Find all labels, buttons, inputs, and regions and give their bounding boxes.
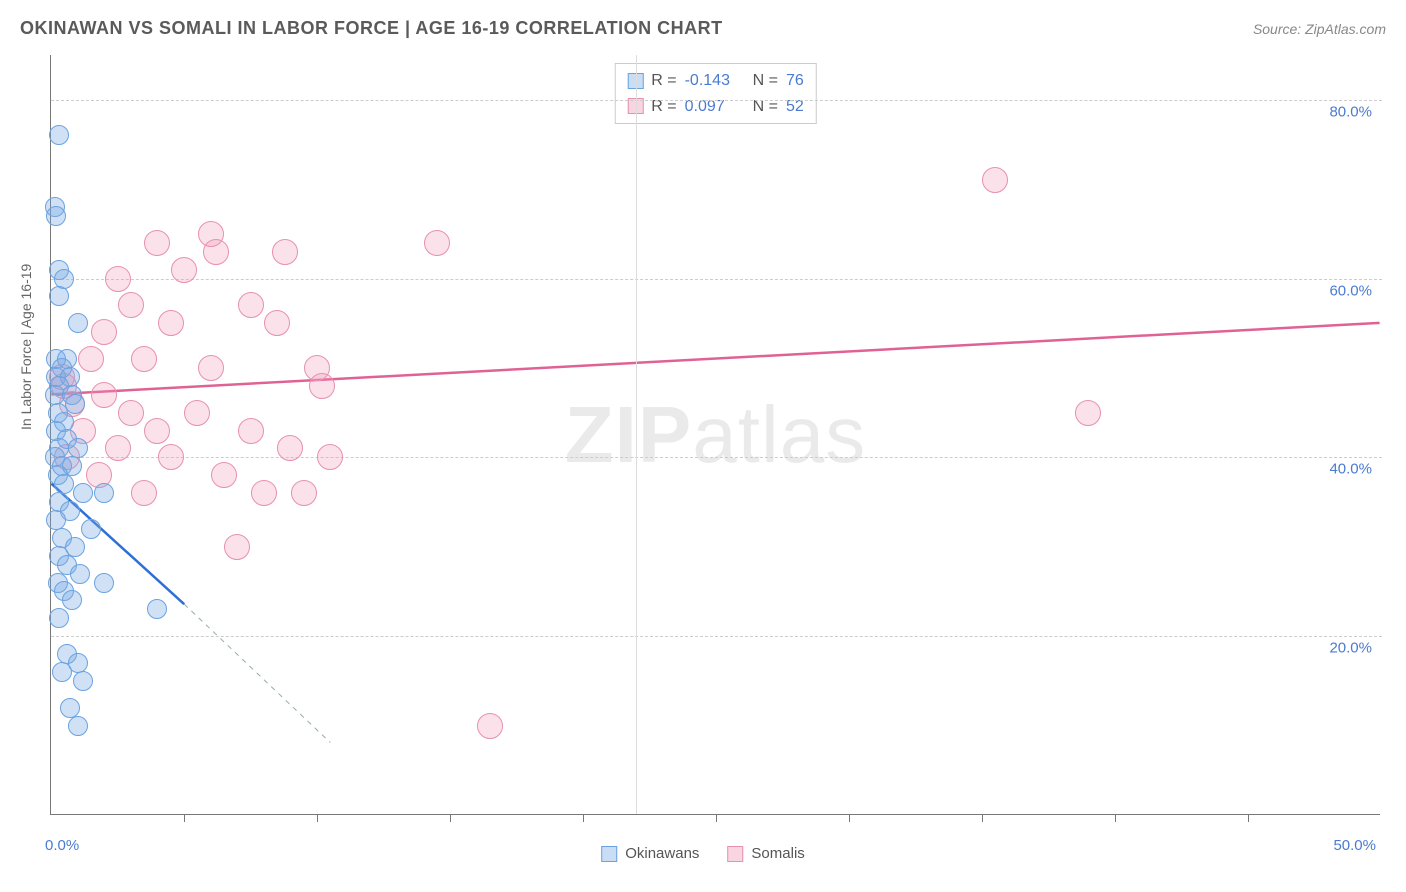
data-point — [277, 435, 303, 461]
data-point — [131, 480, 157, 506]
data-point — [68, 716, 88, 736]
source-label: Source: ZipAtlas.com — [1253, 21, 1386, 37]
chart-plot-area: ZIPatlas R = -0.143 N = 76 R = 0.097 N =… — [50, 55, 1380, 815]
data-point — [291, 480, 317, 506]
x-tick — [982, 814, 983, 822]
data-point — [105, 435, 131, 461]
data-point — [272, 239, 298, 265]
data-point — [144, 230, 170, 256]
x-tick — [849, 814, 850, 822]
data-point — [317, 444, 343, 470]
data-point — [46, 510, 66, 530]
data-point — [158, 444, 184, 470]
x-tick — [716, 814, 717, 822]
data-point — [118, 292, 144, 318]
legend-swatch-blue — [601, 846, 617, 862]
data-point — [147, 599, 167, 619]
data-point — [65, 394, 85, 414]
x-tick — [1248, 814, 1249, 822]
y-tick-label: 40.0% — [1329, 461, 1372, 478]
x-tick — [583, 814, 584, 822]
data-point — [203, 239, 229, 265]
gridline-v — [636, 55, 637, 814]
data-point — [94, 573, 114, 593]
data-point — [62, 590, 82, 610]
n-label: N = — [753, 68, 778, 94]
data-point — [81, 519, 101, 539]
data-point — [94, 483, 114, 503]
data-point — [49, 125, 69, 145]
data-point — [198, 355, 224, 381]
gridline-h — [51, 457, 1382, 458]
data-point — [91, 319, 117, 345]
n-label: N = — [753, 94, 778, 120]
x-tick — [184, 814, 185, 822]
r-value: -0.143 — [685, 68, 745, 94]
data-point — [211, 462, 237, 488]
data-point — [73, 671, 93, 691]
data-point — [477, 713, 503, 739]
data-point — [70, 564, 90, 584]
legend-label: Somalis — [751, 845, 804, 862]
y-tick-label: 60.0% — [1329, 282, 1372, 299]
legend-item: Okinawans — [601, 845, 699, 862]
legend-stats: R = -0.143 N = 76 R = 0.097 N = 52 — [614, 63, 816, 124]
y-tick-label: 20.0% — [1329, 640, 1372, 657]
n-value: 76 — [786, 68, 804, 94]
data-point — [46, 206, 66, 226]
data-point — [49, 286, 69, 306]
chart-title: OKINAWAN VS SOMALI IN LABOR FORCE | AGE … — [20, 18, 723, 39]
data-point — [224, 534, 250, 560]
data-point — [171, 257, 197, 283]
data-point — [184, 400, 210, 426]
x-tick-label: 50.0% — [1333, 837, 1376, 854]
data-point — [118, 400, 144, 426]
data-point — [52, 662, 72, 682]
r-label: R = — [651, 94, 676, 120]
data-point — [91, 382, 117, 408]
r-label: R = — [651, 68, 676, 94]
data-point — [68, 313, 88, 333]
data-point — [131, 346, 157, 372]
data-point — [49, 608, 69, 628]
data-point — [105, 266, 131, 292]
data-point — [424, 230, 450, 256]
data-point — [144, 418, 170, 444]
y-tick-label: 80.0% — [1329, 103, 1372, 120]
gridline-h — [51, 100, 1382, 101]
gridline-h — [51, 636, 1382, 637]
gridline-h — [51, 279, 1382, 280]
x-tick-label: 0.0% — [45, 837, 79, 854]
legend-swatch-pink — [727, 846, 743, 862]
r-value: 0.097 — [685, 94, 745, 120]
x-tick — [1115, 814, 1116, 822]
data-point — [309, 373, 335, 399]
legend-stats-row: R = 0.097 N = 52 — [627, 94, 803, 120]
data-point — [158, 310, 184, 336]
data-point — [73, 483, 93, 503]
data-point — [238, 418, 264, 444]
data-point — [238, 292, 264, 318]
legend-label: Okinawans — [625, 845, 699, 862]
legend-stats-row: R = -0.143 N = 76 — [627, 68, 803, 94]
y-axis-title: In Labor Force | Age 16-19 — [18, 264, 34, 430]
n-value: 52 — [786, 94, 804, 120]
x-tick — [450, 814, 451, 822]
data-point — [78, 346, 104, 372]
data-point — [251, 480, 277, 506]
data-point — [1075, 400, 1101, 426]
legend-series: Okinawans Somalis — [601, 845, 805, 862]
x-tick — [317, 814, 318, 822]
legend-item: Somalis — [727, 845, 804, 862]
data-point — [264, 310, 290, 336]
watermark: ZIPatlas — [565, 389, 866, 481]
data-point — [982, 167, 1008, 193]
